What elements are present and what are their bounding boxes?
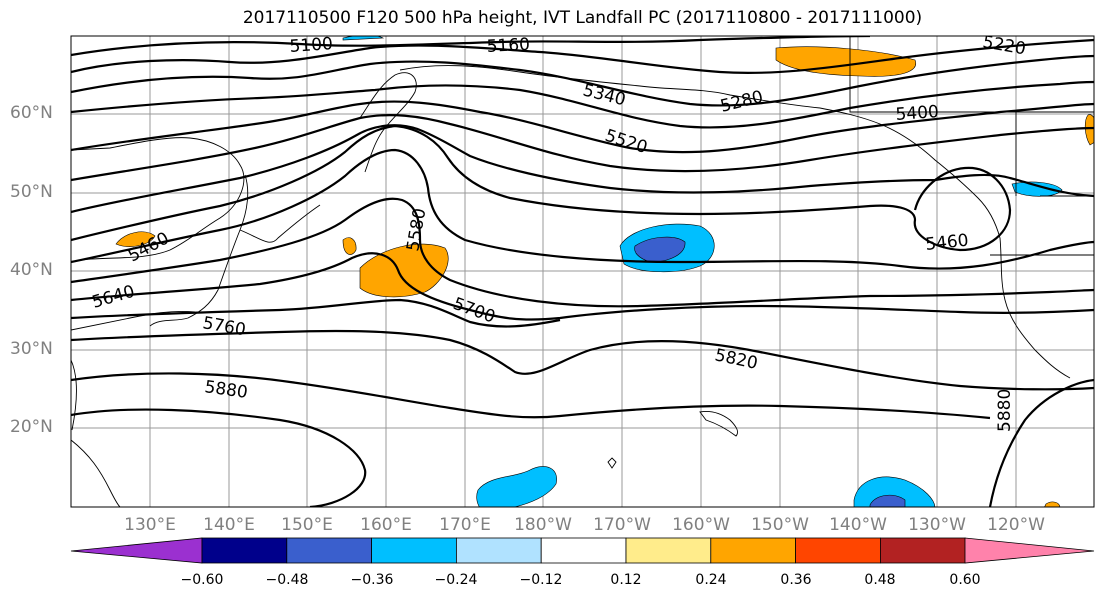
colorbar-swatch — [964, 537, 1095, 564]
lon-label: 160°W — [672, 515, 730, 535]
contour-label: 5160 — [486, 35, 530, 57]
lat-label: 20°N — [10, 417, 53, 437]
lon-label: 130°E — [124, 515, 176, 535]
ivt-shading — [115, 36, 1094, 507]
lon-label: 130°W — [908, 515, 966, 535]
lon-label: 170°E — [439, 515, 491, 535]
lon-label: 180°W — [514, 515, 572, 535]
ivt-negative-region — [634, 236, 686, 263]
contour-label: 5760 — [201, 313, 247, 340]
lon-label: 160°E — [360, 515, 412, 535]
colorbar — [70, 537, 1095, 564]
lon-label: 150°E — [281, 515, 333, 535]
lat-label: 60°N — [10, 103, 53, 123]
ivt-negative-region — [342, 36, 385, 41]
contour-label: 5460 — [924, 231, 969, 255]
lat-label: 30°N — [10, 339, 53, 359]
height-contours — [71, 36, 1094, 507]
ivt-positive-region — [1084, 114, 1094, 146]
colorbar-swatch — [201, 537, 288, 564]
colorbar-swatch — [625, 537, 712, 564]
contour-label: 5640 — [90, 282, 137, 313]
colorbar-tick-label: 0.12 — [610, 572, 642, 588]
colorbar-tick-label: 0.60 — [949, 572, 981, 588]
map-frame — [70, 35, 1095, 508]
colorbar-tick-label: 0.48 — [864, 572, 896, 588]
lat-label: 50°N — [10, 182, 53, 202]
colorbar-tick-label: −0.12 — [519, 572, 563, 588]
ivt-positive-region — [775, 46, 917, 77]
colorbar-swatch — [371, 537, 457, 564]
ivt-negative-region — [476, 466, 557, 507]
colorbar-tick-label: −0.36 — [350, 572, 394, 588]
colorbar-swatch — [710, 537, 796, 564]
contour-label: 5880 — [995, 389, 1015, 432]
ivt-negative-region — [1011, 181, 1063, 197]
lon-label: 140°W — [829, 515, 887, 535]
contour-labels: 5100 5160 5220 5280 5340 5400 5460 5460 … — [90, 32, 1027, 432]
colorbar-swatch — [286, 537, 372, 564]
ivt-positive-region — [359, 243, 449, 298]
colorbar-tick-label: 0.36 — [780, 572, 812, 588]
colorbar-tick-label: −0.24 — [434, 572, 478, 588]
colorbar-swatch — [70, 537, 203, 564]
lon-label: 150°W — [751, 515, 809, 535]
lon-label: 120°W — [987, 515, 1045, 535]
contour-label: 5220 — [981, 32, 1027, 59]
contour-label: 5520 — [602, 126, 649, 158]
ivt-positive-region — [1044, 501, 1061, 507]
ivt-positive-region — [115, 231, 156, 247]
lon-label: 140°E — [203, 515, 255, 535]
colorbar-swatch — [455, 537, 542, 564]
colorbar-swatch — [880, 537, 966, 564]
colorbar-swatch — [795, 537, 881, 564]
colorbar-swatch — [540, 537, 627, 564]
contour-label: 5400 — [895, 102, 940, 125]
contour-label: 5280 — [718, 87, 765, 117]
map-title: 2017110500 F120 500 hPa height, IVT Land… — [242, 8, 923, 28]
contour-label: 5880 — [203, 377, 249, 403]
ivt-positive-region — [342, 237, 357, 255]
colorbar-tick-label: −0.60 — [180, 572, 224, 588]
contour-label: 5100 — [289, 34, 334, 57]
lat-label: 40°N — [10, 260, 53, 280]
colorbar-tick-label: −0.48 — [265, 572, 309, 588]
lon-label: 170°W — [593, 515, 651, 535]
colorbar-tick-label: 0.24 — [695, 572, 727, 588]
